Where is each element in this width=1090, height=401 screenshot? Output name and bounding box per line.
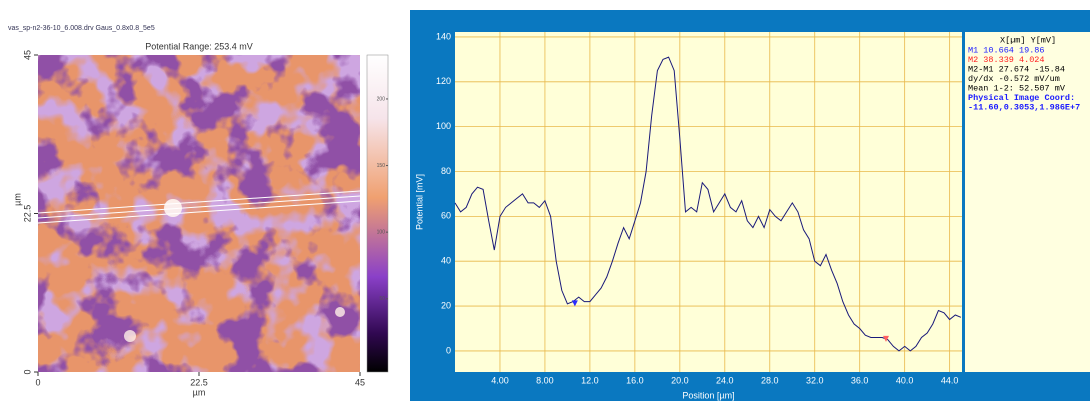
y-tick-label: 100 (436, 121, 451, 131)
file-name: vas_sp-n2-36-10_6.008.drv Gaus_0.8x0.8_5… (8, 25, 155, 32)
y-tick-label: 60 (441, 211, 451, 221)
x-tick-label: 45 (355, 377, 365, 387)
x-tick-label: 20.0 (671, 375, 689, 385)
x-axis-label: Position [µm] (682, 390, 734, 400)
y-tick-label: 120 (436, 76, 451, 86)
bright-spot (124, 330, 136, 342)
x-tick-label: 8.00 (536, 375, 554, 385)
colorbar-tick-label: 150 (377, 163, 386, 169)
x-tick-label: 0 (35, 377, 40, 387)
x-tick-label: 28.0 (761, 375, 779, 385)
colorbar-tick-label: 200 (377, 96, 386, 102)
x-tick-label: 12.0 (581, 375, 599, 385)
image-title: Potential Range: 253.4 mV (145, 41, 253, 51)
x-tick-label: 44.0 (941, 375, 959, 385)
readout-row: Physical Image Coord: (968, 93, 1075, 103)
readout-row: Mean 1-2: 52.507 mV (968, 83, 1066, 93)
y-tick-label: 0 (22, 369, 32, 374)
x-tick-label: 40.0 (896, 375, 914, 385)
y-tick-label: 45 (22, 50, 32, 60)
x-tick-label: 4.00 (491, 375, 509, 385)
readout-row: M1 10.664 19.86 (968, 45, 1045, 55)
x-tick-label: 32.0 (806, 375, 824, 385)
afm-texture (38, 55, 360, 372)
x-tick-label: 22.5 (190, 377, 208, 387)
readout-row: -11.60,0.3053,1.986E+7 (968, 102, 1080, 112)
x-tick-label: 24.0 (716, 375, 734, 385)
plot-area (455, 32, 962, 372)
readout-row: M2 38.339 4.024 (968, 55, 1045, 65)
x-axis-label: µm (193, 387, 206, 397)
y-tick-label: 40 (441, 256, 451, 266)
y-tick-label: 0 (446, 345, 451, 355)
y-tick-label: 140 (436, 31, 451, 41)
y-tick-label: 22.5 (22, 205, 32, 223)
image-panel (38, 55, 388, 372)
colorbar-tick-label: 100 (377, 229, 386, 235)
x-tick-label: 36.0 (851, 375, 869, 385)
y-axis-label: µm (12, 193, 22, 206)
y-axis-label: Potential [mV] (414, 174, 424, 230)
bright-spot (335, 307, 345, 317)
x-tick-label: 16.0 (626, 375, 644, 385)
readout-row: M2-M1 27.674 -15.84 (968, 64, 1065, 74)
colorbar (367, 55, 388, 372)
y-tick-label: 80 (441, 166, 451, 176)
readout-row: dy/dx -0.572 mV/um (968, 74, 1060, 84)
colorbar-tick-label: 50 (379, 296, 385, 302)
readout-header: X[µm] Y[mV] (1000, 35, 1056, 45)
y-tick-label: 20 (441, 300, 451, 310)
screen: vas_sp-n2-36-10_6.008.drv Gaus_0.8x0.8_5… (0, 0, 1090, 401)
